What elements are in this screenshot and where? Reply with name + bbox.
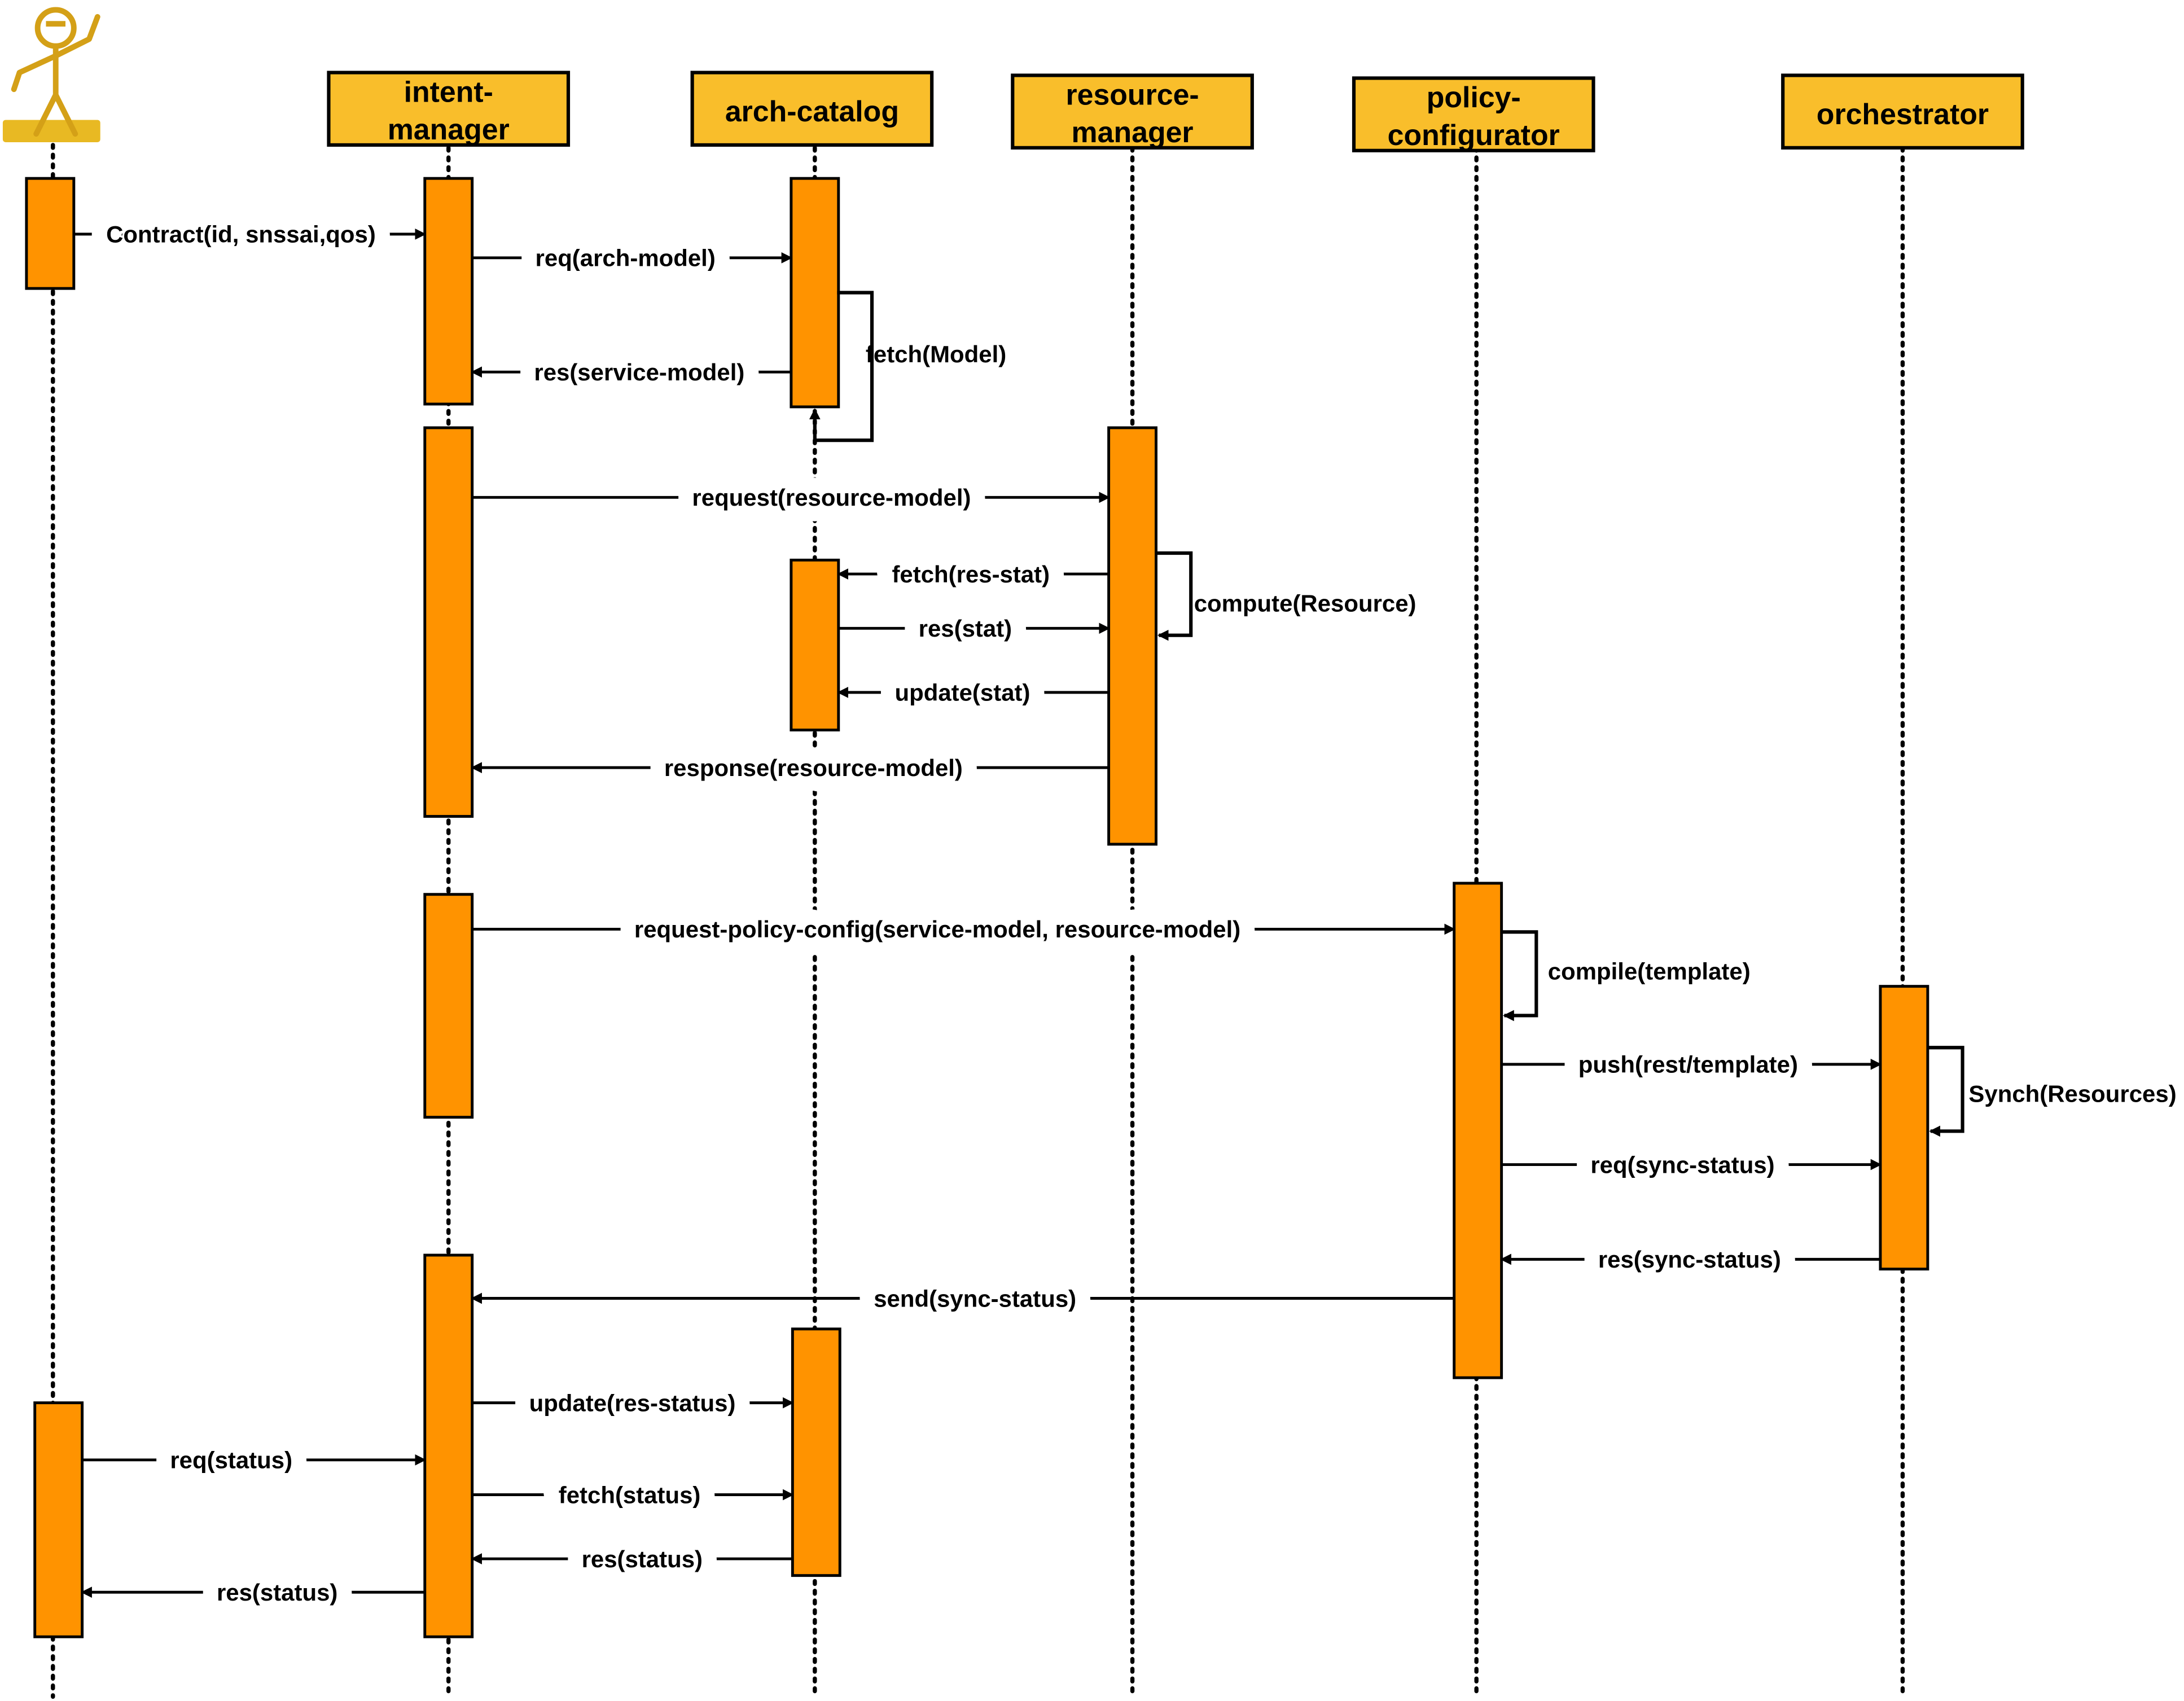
message-12: compile(template) — [1501, 930, 1751, 1022]
message-2: req(arch-model) — [472, 229, 793, 287]
message-11: request-policy-config(service-model, res… — [472, 901, 1456, 958]
message-label: res(status) — [217, 1579, 337, 1606]
message-21: res(status) — [471, 1531, 793, 1588]
message-20: fetch(status) — [472, 1466, 794, 1523]
message-19: req(status) — [82, 1431, 427, 1489]
message-label: res(status) — [582, 1546, 703, 1572]
participant-intent: intent-manager — [327, 71, 571, 147]
message-label: update(stat) — [894, 679, 1030, 706]
message-label: request(resource-model) — [692, 484, 971, 511]
message-label: response(resource-model) — [664, 755, 963, 781]
activation-bar — [423, 426, 474, 818]
activation-bar — [790, 558, 840, 731]
activation-bar — [423, 1253, 474, 1638]
self-call-arrow — [1156, 551, 1193, 641]
message-9: compute(Resource) — [1156, 551, 1416, 641]
message-14: Synch(Resources) — [1927, 1046, 2177, 1137]
activation-bar — [791, 1327, 841, 1577]
message-label: fetch(Model) — [866, 341, 1006, 367]
activation-bar — [423, 177, 474, 406]
activation-bar — [423, 893, 474, 1119]
self-call-arrow — [809, 291, 874, 442]
message-label: req(status) — [170, 1447, 292, 1474]
message-16: res(sync-status) — [1500, 1231, 1880, 1288]
message-label: res(sync-status) — [1598, 1246, 1781, 1273]
message-22: res(status) — [81, 1564, 425, 1621]
activation-bar — [1107, 426, 1158, 846]
activation-bar — [790, 177, 840, 409]
message-label: send(sync-status) — [874, 1285, 1076, 1312]
message-label: fetch(res-stat) — [892, 561, 1050, 588]
message-label: fetch(status) — [559, 1481, 701, 1508]
message-8: update(stat) — [837, 664, 1109, 721]
participant-label: resource-manager — [1065, 78, 1199, 148]
message-label: update(res-status) — [529, 1389, 736, 1416]
participant-label: orchestrator — [1817, 98, 1989, 130]
message-1: Contract(id, snssai,qos) — [73, 206, 427, 263]
participant-label: arch-catalog — [725, 95, 899, 128]
message-15: req(sync-status) — [1501, 1136, 1882, 1194]
activation-bar — [25, 177, 76, 290]
message-label: request-policy-config(service-model, res… — [634, 916, 1240, 942]
message-6: fetch(res-stat) — [837, 546, 1109, 603]
message-label: res(service-model) — [534, 359, 744, 385]
message-5: request(resource-model) — [472, 469, 1111, 526]
message-17: send(sync-status) — [471, 1270, 1454, 1327]
message-10: response(resource-model) — [471, 739, 1109, 796]
message-label: compile(template) — [1548, 958, 1751, 984]
message-4: fetch(Model) — [809, 291, 1006, 442]
participant-label: intent-manager — [388, 75, 510, 146]
message-label: req(arch-model) — [536, 245, 716, 271]
activation-bar — [1453, 882, 1503, 1379]
message-label: compute(Resource) — [1194, 590, 1416, 617]
self-call-arrow — [1927, 1046, 1964, 1137]
message-label: push(rest/template) — [1578, 1051, 1798, 1078]
participant-orch: orchestrator — [1781, 73, 2024, 150]
participant-resource: resource-manager — [1011, 73, 1254, 150]
participant-arch: arch-catalog — [690, 71, 934, 147]
user-actor-icon — [2, 7, 100, 142]
message-label: req(sync-status) — [1590, 1151, 1774, 1178]
self-call-arrow — [1501, 930, 1538, 1022]
message-18: update(res-status) — [472, 1374, 794, 1432]
participant-policy: policy-configurator — [1352, 76, 1595, 152]
activation-bar — [33, 1401, 84, 1638]
message-3: res(service-model) — [471, 344, 791, 401]
message-7: res(stat) — [838, 600, 1111, 657]
message-13: push(rest/template) — [1501, 1036, 1882, 1093]
activation-bar — [1879, 985, 1929, 1271]
participant-label: policy-configurator — [1388, 81, 1560, 151]
message-label: Contract(id, snssai,qos) — [106, 221, 376, 248]
message-label: Synch(Resources) — [1968, 1080, 2176, 1107]
message-label: res(stat) — [919, 615, 1012, 642]
